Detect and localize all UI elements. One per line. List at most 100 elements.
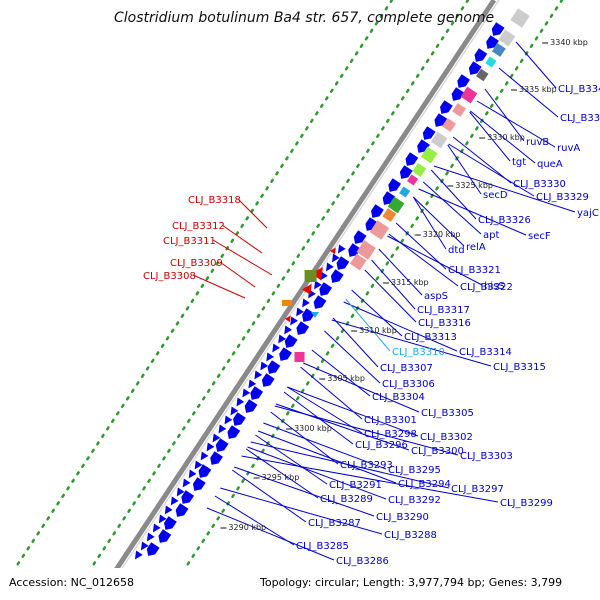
forward-cds-small-arrow: [194, 460, 203, 470]
gene-label: apt: [483, 230, 499, 241]
tick-label: 3340 kbp: [550, 38, 588, 47]
right-leader-line: [234, 466, 375, 517]
gene-block: [498, 29, 516, 47]
forward-cds-arrow: [468, 61, 482, 75]
forward-cds-small-arrow: [200, 451, 209, 461]
gene-label: CLJ_B3288: [384, 530, 437, 541]
forward-cds-small-arrow: [296, 307, 304, 317]
gene-label: CLJ_B3310: [392, 347, 445, 358]
tick-label: 3305 kbp: [327, 374, 365, 383]
right-leader-line: [287, 386, 419, 437]
right-leader-line: [387, 235, 483, 286]
gene-label: CLJ_B3285: [296, 541, 349, 552]
genome-summary-text: Topology: circular; Length: 3,977,794 bp…: [259, 576, 562, 589]
forward-cds-small-arrow: [224, 415, 233, 425]
forward-cds-arrow: [353, 230, 367, 244]
gene-block: [442, 118, 457, 132]
tick-label: 3300 kbp: [294, 424, 332, 433]
right-leader-line: [470, 110, 536, 164]
forward-cds-small-arrow: [206, 442, 215, 452]
gene-label: CLJ_B3338: [560, 113, 600, 124]
gene-block: [485, 56, 497, 68]
forward-cds-arrow: [486, 35, 499, 49]
forward-cds-arrow: [405, 152, 419, 166]
forward-cds-arrow: [302, 308, 315, 322]
forward-cds-small-arrow: [242, 388, 251, 398]
gene-label: CLJ_B3306: [382, 379, 435, 390]
gene-label: CLJ_B3309: [170, 258, 223, 269]
right-leader-line: [263, 422, 387, 470]
gene-label: CLJ_B3317: [417, 305, 470, 316]
gene-label: hisS: [484, 281, 505, 292]
footer-background: [0, 568, 600, 600]
ruler-shadow: [100, 0, 500, 600]
tick-label: 3315 kbp: [391, 278, 429, 287]
dotted-guide-outer: [0, 0, 394, 594]
gene-label: CLJ_B3286: [336, 556, 389, 567]
forward-cds-arrow: [158, 529, 172, 543]
right-leader-line: [257, 430, 397, 484]
gene-block: [399, 186, 411, 198]
right-leader-line: [247, 446, 387, 500]
gene-label: CLJ_B3315: [493, 362, 546, 373]
right-leader-line: [274, 405, 459, 456]
gene-block: [510, 8, 530, 28]
label-leader-lines: [192, 41, 576, 561]
right-leader-line: [332, 317, 379, 368]
forward-cds-arrow: [371, 204, 384, 218]
forward-cds-arrow: [215, 438, 229, 452]
gene-label: CLJ_B3321: [448, 265, 501, 276]
gene-label: yajC: [577, 208, 599, 219]
right-leader-line: [484, 88, 525, 142]
forward-cds-small-arrow: [230, 406, 239, 416]
right-leader-line: [448, 143, 535, 197]
gene-label: CLJ_B3299: [500, 498, 553, 509]
forward-cds-arrow: [261, 373, 275, 387]
right-leader-line: [498, 67, 559, 118]
forward-cds-small-arrow: [337, 244, 346, 254]
tick-label: 3330 kbp: [487, 133, 525, 142]
gene-label: dtd: [448, 245, 465, 256]
forward-cds-arrow: [330, 269, 344, 283]
gene-label: CLJ_B3297: [451, 484, 504, 495]
forward-cds-arrow: [198, 464, 212, 478]
genome-ruler: [93, 0, 500, 600]
gene-label: CLJ_B3316: [418, 318, 471, 329]
right-leader-line: [351, 289, 403, 337]
gene-block: [430, 131, 448, 149]
gene-block-olive: [304, 270, 317, 282]
forward-cds-arrow: [244, 399, 258, 413]
forward-cds-arrow: [440, 100, 453, 114]
forward-cds-small-arrow: [331, 253, 340, 263]
highlight-cds-arrow: [311, 312, 320, 318]
gene-label: CLJ_B3289: [320, 494, 373, 505]
gene-label: CLJ_B3298: [364, 429, 417, 440]
forward-cds-arrow: [434, 113, 448, 127]
right-leader-line: [300, 366, 363, 420]
gene-label: CLJ_B3326: [478, 215, 531, 226]
right-leader-line: [241, 455, 499, 503]
forward-cds-small-arrow: [248, 379, 257, 389]
gene-block: [460, 86, 478, 104]
right-leader-line: [418, 188, 527, 236]
gene-label: CLJ_B3293: [340, 460, 393, 471]
forward-cds-arrow: [491, 22, 505, 36]
left-leader-line: [219, 261, 256, 288]
left-leader-line: [237, 198, 268, 229]
dotted-guide-inner: [68, 0, 470, 600]
dotted-guide-lines: [0, 0, 564, 600]
gene-block-orange: [282, 300, 293, 306]
reverse-cds-arrow: [311, 267, 323, 281]
gene-block: [476, 68, 489, 82]
forward-cds-small-arrow: [212, 433, 221, 443]
forward-cds-arrow: [181, 490, 195, 504]
gene-block: [452, 103, 466, 117]
forward-cds-arrow: [474, 48, 488, 62]
right-leader-line: [231, 469, 307, 523]
gene-block: [356, 240, 376, 260]
forward-cds-arrow: [164, 516, 177, 530]
forward-cds-small-arrow: [152, 523, 161, 533]
gene-label: CLJ_B3303: [460, 451, 513, 462]
